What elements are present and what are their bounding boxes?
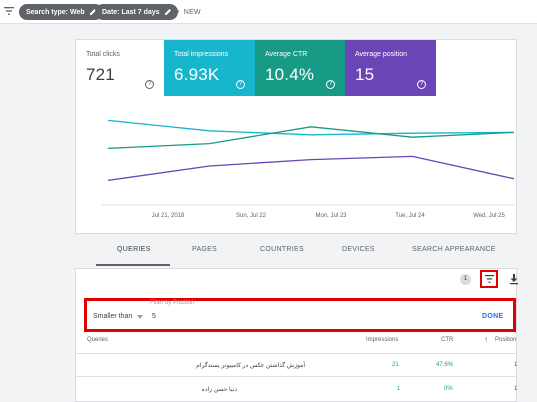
table-row-position: 1	[514, 386, 518, 392]
column-header-ctr[interactable]: CTR	[441, 337, 454, 343]
x-tick-label: Tue, Jul 24	[395, 213, 425, 219]
column-header-queries[interactable]: Queries	[87, 337, 109, 343]
series-line-ctr	[107, 126, 515, 150]
filter-operator-select[interactable]: Smaller than	[93, 313, 144, 320]
filter-icon[interactable]	[4, 6, 14, 16]
position-filter-row	[84, 298, 516, 332]
table-row-query[interactable]: آموزش گذاشتن عکس در کامپیوتر پسندگرام	[196, 363, 305, 369]
average-ctr-metric[interactable]: Average CTR 10.4% ?	[255, 40, 345, 96]
active-tab-indicator	[96, 264, 170, 266]
table-row-query[interactable]: دنیا حسن زاده	[201, 387, 237, 393]
tab-devices[interactable]: DEVICES	[342, 246, 375, 253]
x-tick-label: Wed, Jul 25	[473, 213, 505, 219]
download-icon[interactable]	[508, 273, 520, 285]
pencil-icon[interactable]	[89, 8, 97, 16]
filter-value-input[interactable]: 5	[152, 313, 156, 320]
help-icon[interactable]: ?	[236, 80, 245, 89]
performance-card: Total clicks 721 ? Total impressions 6.9…	[75, 39, 517, 234]
filter-lines-icon	[484, 275, 494, 283]
tab-pages[interactable]: PAGES	[192, 246, 218, 253]
new-filter-label: NEW	[183, 8, 201, 16]
series-line-position	[107, 155, 515, 182]
x-tick-label: Sun, Jul 22	[236, 213, 267, 219]
table-row-ctr: 0%	[444, 386, 453, 392]
sort-arrow-icon: ↑	[484, 335, 488, 344]
search-type-chip[interactable]: Search type: Web	[19, 4, 103, 20]
help-icon[interactable]: ?	[145, 80, 154, 89]
metric-value: 6.93K	[174, 65, 220, 84]
column-header-impressions[interactable]: Impressions	[366, 337, 399, 343]
metric-value: 721	[86, 65, 115, 84]
dimension-tabs: QUERIES PAGES COUNTRIES DEVICES SEARCH A…	[75, 240, 517, 262]
caret-down-icon	[137, 314, 144, 319]
date-range-chip[interactable]: Date: Last 7 days	[95, 4, 178, 20]
pencil-icon[interactable]	[164, 8, 172, 16]
table-row-impressions: 21	[392, 362, 399, 368]
tab-countries[interactable]: COUNTRIES	[260, 246, 304, 253]
tab-search-appearance[interactable]: SEARCH APPEARANCE	[412, 246, 496, 253]
table-row-ctr: 47.6%	[436, 362, 454, 368]
metric-label: Total clicks	[86, 51, 120, 58]
queries-table-card	[75, 268, 517, 402]
row-divider	[75, 376, 517, 377]
total-clicks-metric[interactable]: Total clicks 721 ?	[76, 40, 164, 96]
total-impressions-metric[interactable]: Total impressions 6.93K ?	[164, 40, 255, 96]
chip-label: Date: Last 7 days	[102, 8, 160, 16]
performance-line-chart[interactable]: Jul 21, 2018 Sun, Jul 22 Mon, Jul 23 Tue, J…	[76, 96, 518, 235]
table-row-position: 1	[514, 362, 518, 368]
help-icon[interactable]: ?	[417, 80, 426, 89]
table-filter-button[interactable]	[480, 270, 498, 288]
table-row-impressions: 1	[397, 386, 401, 392]
column-header-position[interactable]: Position	[495, 337, 517, 343]
plus-icon: +	[173, 6, 180, 18]
filter-done-button[interactable]: DONE	[482, 313, 504, 320]
filter-field-label: Filter by Position	[150, 300, 195, 306]
metric-label: Average CTR	[265, 51, 308, 58]
x-tick-label: Mon, Jul 23	[315, 213, 347, 219]
metric-value: 10.4%	[265, 65, 315, 84]
filter-operator-value: Smaller than	[93, 313, 133, 320]
metric-label: Total impressions	[174, 51, 229, 58]
new-filter-button[interactable]: + NEW	[173, 5, 201, 19]
tab-queries[interactable]: QUERIES	[117, 246, 151, 253]
active-filter-count-badge: 1	[460, 274, 471, 285]
metric-label: Average position	[355, 51, 408, 58]
chip-label: Search type: Web	[26, 8, 85, 16]
average-position-metric[interactable]: Average position 15 ?	[345, 40, 436, 96]
x-tick-label: Jul 21, 2018	[152, 213, 185, 219]
series-line-impressions	[107, 119, 515, 136]
header-divider	[75, 353, 517, 354]
metric-value: 15	[355, 65, 375, 84]
help-icon[interactable]: ?	[326, 80, 335, 89]
